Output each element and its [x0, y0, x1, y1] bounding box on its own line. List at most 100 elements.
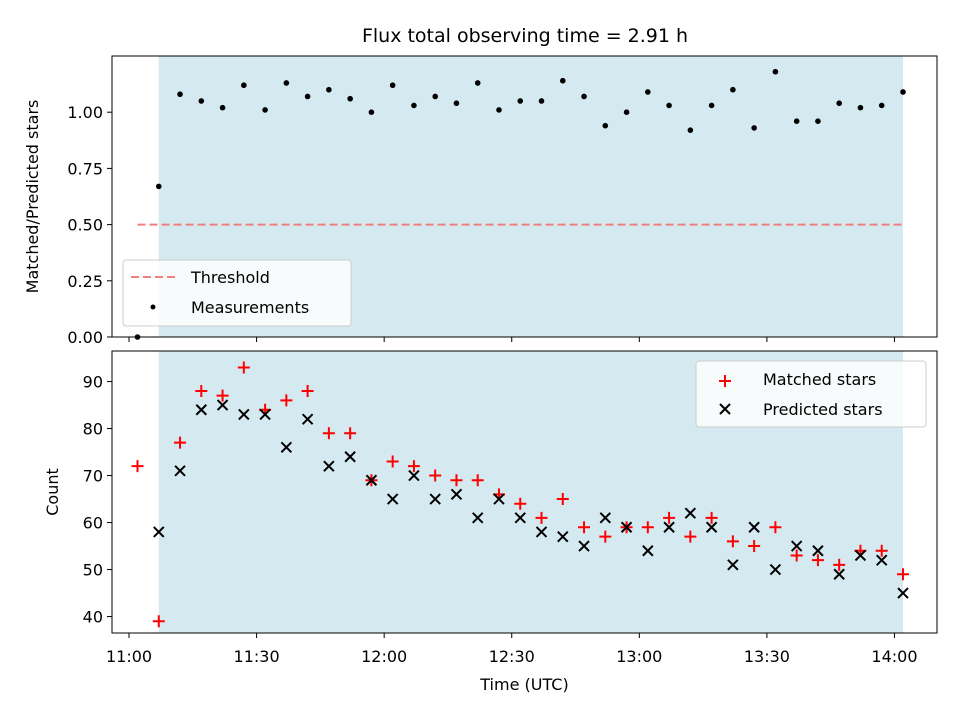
matched-star-point — [450, 474, 463, 487]
matched-star-point — [578, 521, 591, 534]
legend-threshold-label: Threshold — [190, 268, 270, 287]
legend-predicted-label: Predicted stars — [763, 400, 883, 419]
predicted-star-point — [514, 512, 526, 524]
measurement-point — [432, 93, 438, 100]
x-tick-label: 12:00 — [361, 647, 407, 666]
predicted-star-point — [833, 568, 845, 580]
matched-star-point — [429, 469, 442, 482]
measurement-point — [751, 125, 757, 131]
measurement-point — [474, 80, 481, 86]
predicted-star-point — [748, 521, 760, 533]
legend-measurements-swatch — [150, 304, 156, 310]
bottom-y-tick-label: 50 — [83, 561, 103, 580]
matched-star-point — [386, 455, 399, 468]
matched-star-point — [896, 568, 909, 581]
predicted-star-point — [620, 521, 633, 533]
measurement-point — [538, 98, 545, 104]
predicted-star-point — [790, 540, 803, 552]
predicted-star-point — [174, 465, 186, 477]
legend-predicted-swatch — [719, 403, 731, 415]
measurement-point — [793, 118, 800, 124]
legend-matched-label: Matched stars — [763, 370, 876, 389]
predicted-star-point — [493, 493, 505, 505]
measurement-point — [389, 82, 396, 89]
measurement-point — [602, 122, 609, 129]
measurement-point — [900, 89, 906, 95]
matched-star-point — [811, 554, 824, 567]
top-legend-box — [122, 259, 352, 327]
matched-star-point — [301, 384, 314, 397]
measurement-point — [836, 100, 842, 107]
predicted-star-point — [259, 408, 271, 421]
measurement-point — [411, 102, 417, 109]
matched-star-point — [535, 511, 548, 524]
predicted-star-point — [216, 399, 229, 411]
predicted-star-point — [812, 545, 824, 557]
measurement-point — [326, 86, 332, 93]
matched-star-point — [514, 497, 527, 510]
measurement-point — [453, 100, 460, 107]
measurement-point — [347, 95, 353, 102]
predicted-star-point — [557, 530, 569, 543]
x-tick-label: 14:00 — [871, 647, 917, 666]
matched-star-point — [344, 427, 357, 440]
bottom-y-tick-label: 80 — [83, 420, 103, 439]
measurement-point — [559, 77, 566, 84]
top-y-tick-label: 0.25 — [67, 272, 103, 291]
measurement-point — [496, 107, 502, 113]
measurement-point — [645, 89, 651, 95]
top-y-tick-label: 0.75 — [67, 159, 103, 178]
top-y-tick-label: 0.00 — [67, 328, 103, 347]
predicted-star-point — [897, 587, 909, 599]
predicted-star-point — [663, 521, 675, 533]
top-y-axis-label: Matched/Predicted stars — [23, 100, 42, 294]
measurement-point — [304, 93, 311, 100]
matched-star-point — [790, 549, 803, 562]
bottom-legend-box — [695, 360, 927, 428]
matched-star-point — [684, 530, 697, 543]
predicted-star-point — [153, 526, 165, 538]
top-axes-frame — [111, 55, 938, 338]
predicted-star-point — [535, 526, 548, 538]
predicted-star-point — [727, 559, 739, 571]
matched-star-point — [599, 530, 612, 543]
matched-star-point — [663, 511, 676, 524]
measurement-point — [708, 102, 715, 109]
measurement-point — [283, 80, 290, 86]
predicted-star-point — [705, 521, 718, 533]
bottom-y-axis-label: Count — [43, 468, 62, 516]
predicted-star-point — [472, 512, 484, 524]
matched-star-point — [280, 394, 293, 407]
measurement-point — [177, 91, 183, 98]
measurement-point — [687, 127, 694, 133]
top-y-ticks: 0.00 0.25 0.50 0.75 1.00 — [67, 103, 112, 347]
predicted-stars-points — [153, 399, 909, 599]
measurement-point — [878, 102, 885, 109]
measurement-point — [155, 183, 162, 190]
bottom-panel: 40 50 60 70 80 90 11:00 11:30 12:00 12:30 13:00 13… — [43, 350, 938, 694]
measurement-point — [815, 118, 821, 124]
measurement-point — [730, 86, 736, 93]
x-axis-label: Time (UTC) — [479, 675, 568, 694]
predicted-star-point — [684, 507, 697, 519]
matched-star-point — [195, 384, 208, 397]
bottom-x-ticks: 11:00 11:30 12:00 12:30 13:00 13:30 14:00 — [106, 633, 918, 666]
legend-measurements-label: Measurements — [191, 298, 309, 317]
measurement-point — [666, 102, 672, 109]
matched-stars-points — [131, 361, 909, 628]
bottom-legend: Matched stars Predicted stars — [695, 360, 927, 428]
measurement-point — [241, 82, 247, 89]
predicted-star-point — [408, 469, 420, 482]
measurement-point — [262, 107, 268, 113]
matched-star-point — [237, 361, 250, 374]
x-tick-label: 13:00 — [616, 647, 662, 666]
predicted-star-point — [280, 441, 293, 454]
matched-star-point — [641, 521, 654, 534]
measurement-point — [623, 109, 630, 115]
matched-star-point — [726, 535, 739, 548]
bottom-y-tick-label: 90 — [83, 373, 103, 392]
predicted-star-point — [769, 563, 782, 576]
matched-star-point — [152, 615, 165, 628]
matched-star-point — [216, 389, 229, 402]
